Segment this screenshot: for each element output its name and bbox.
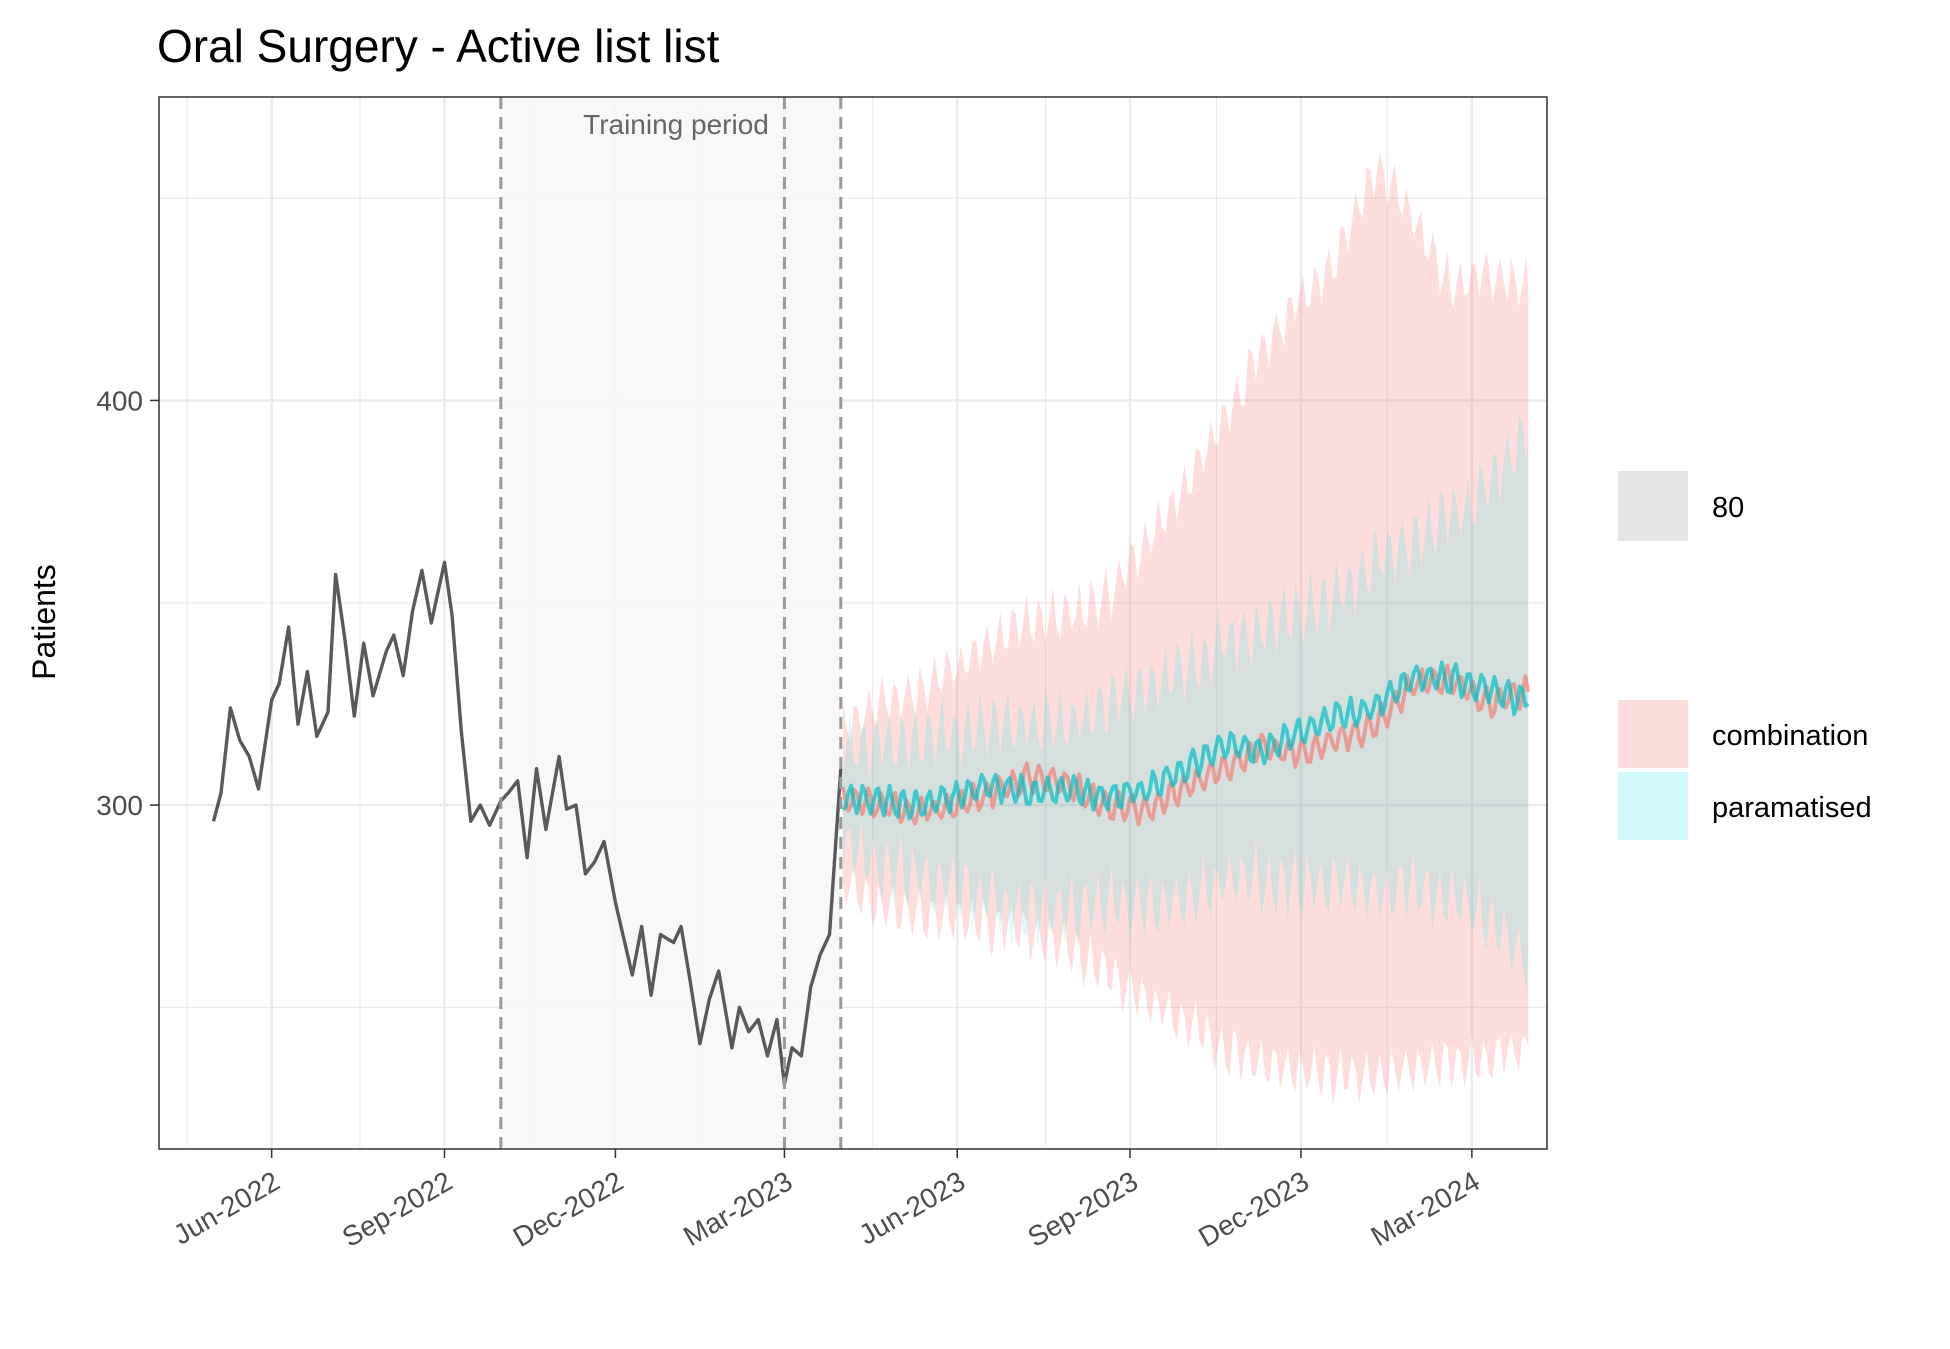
y-axis-title: Patients bbox=[26, 564, 62, 680]
x-tick-label: Dec-2022 bbox=[508, 1165, 629, 1253]
x-tick-label: Sep-2023 bbox=[1022, 1165, 1143, 1253]
series-lines bbox=[211, 560, 1531, 1086]
series-line-paramatised bbox=[841, 660, 1530, 821]
history-line bbox=[211, 560, 843, 1086]
x-axis: Jun-2022 Sep-2022 Dec-2022 Mar-2023 Jun-2023… bbox=[168, 1149, 1485, 1253]
x-tick-label: Sep-2022 bbox=[337, 1165, 458, 1253]
legend-key-interval bbox=[1618, 471, 1688, 541]
interval-paramatised bbox=[842, 414, 1529, 991]
x-tick-label: Jun-2023 bbox=[854, 1165, 971, 1250]
y-tick-label: 400 bbox=[96, 385, 143, 416]
chart-title: Oral Surgery - Active list list bbox=[157, 20, 720, 72]
x-tick-label: Mar-2023 bbox=[678, 1165, 797, 1252]
x-tick-label: Dec-2023 bbox=[1193, 1165, 1314, 1253]
y-axis: 300 400 bbox=[96, 385, 159, 821]
y-tick-label: 300 bbox=[96, 790, 143, 821]
legend-label-paramatised: paramatised bbox=[1712, 792, 1872, 824]
legend-label-interval: 80 bbox=[1712, 492, 1744, 524]
forecast-intervals bbox=[842, 151, 1529, 1107]
legend-key-combination bbox=[1618, 700, 1688, 768]
training-period bbox=[500, 97, 841, 1149]
training-period-label: Training period bbox=[583, 109, 769, 140]
panel-border bbox=[158, 96, 1548, 1150]
legend: 80 combination paramatised bbox=[1618, 471, 1872, 840]
interval-combination bbox=[842, 151, 1529, 1107]
x-tick-label: Mar-2024 bbox=[1366, 1165, 1485, 1252]
x-tick-label: Jun-2022 bbox=[168, 1165, 285, 1250]
training-markers bbox=[499, 97, 843, 1149]
training-period-shade bbox=[500, 97, 841, 1149]
legend-label-combination: combination bbox=[1712, 720, 1868, 752]
legend-key-paramatised bbox=[1618, 772, 1688, 840]
